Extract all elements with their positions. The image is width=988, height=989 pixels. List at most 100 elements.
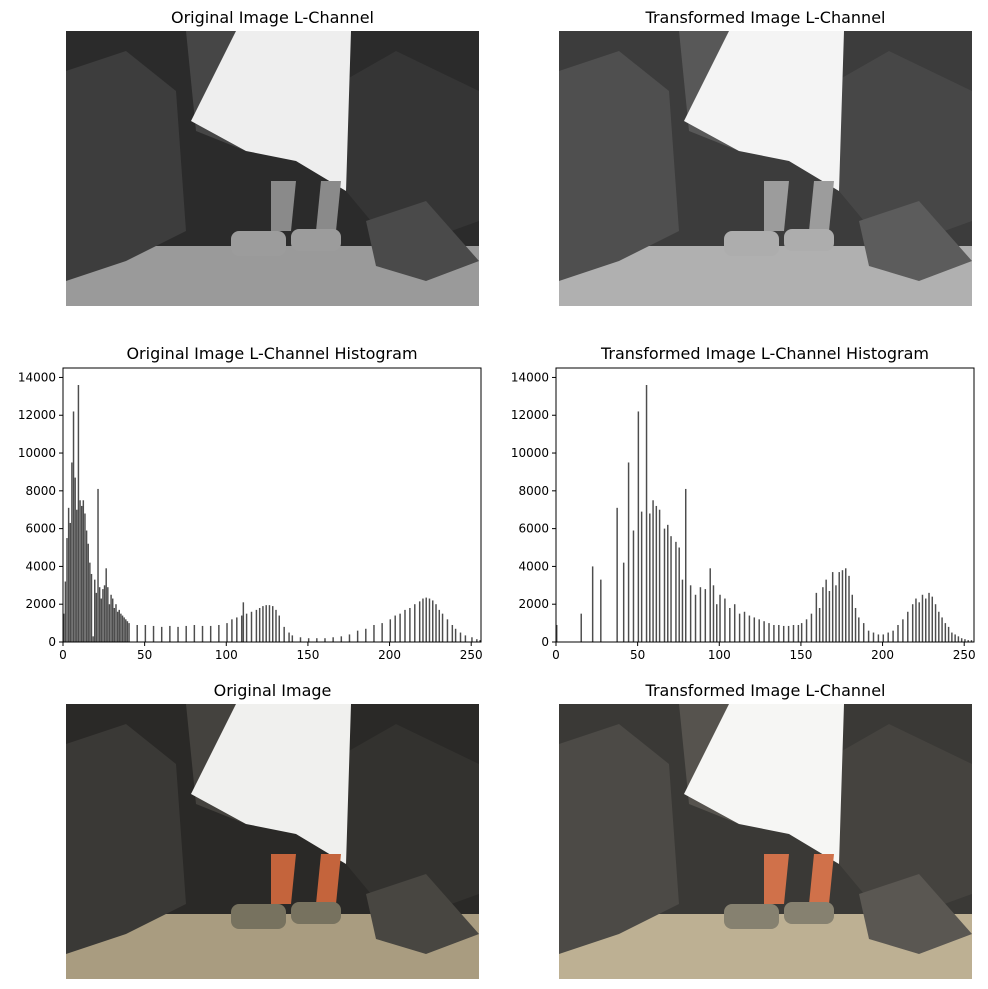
original-histogram-bar [92, 636, 94, 642]
original-histogram-bar [102, 589, 104, 642]
transformed-histogram-bar [862, 623, 865, 642]
transformed-histogram-bar [928, 592, 930, 642]
original-l-channel-image [66, 31, 479, 306]
original-histogram-bar [316, 638, 318, 642]
transformed-histogram-bar [951, 632, 953, 642]
transformed-x-tick-label: 200 [871, 648, 894, 662]
original-y-tick-label: 2000 [25, 597, 56, 611]
transformed-histogram-bar [787, 625, 790, 642]
original-histogram-bar [105, 568, 107, 642]
original-y-tick-label: 12000 [18, 408, 56, 422]
original-histogram-bar [67, 507, 70, 642]
transformed-histogram-bar [822, 587, 824, 642]
original-histogram-bar [471, 637, 473, 642]
original-histogram-bar [404, 609, 406, 642]
transformed-histogram-bar [758, 619, 760, 642]
original-histogram-bar [77, 385, 80, 642]
transformed-histogram-bar [768, 623, 770, 642]
transformed-histogram-bar [882, 634, 885, 642]
original-histogram-bar [476, 639, 478, 642]
original-histogram-bar [422, 598, 424, 642]
transformed-histogram-bar [724, 598, 726, 642]
original-histogram-bar [299, 637, 302, 642]
transformed-histogram-bar [887, 632, 889, 642]
transformed-histogram-bar [941, 617, 943, 642]
original-histogram-bar [218, 624, 220, 642]
original-histogram-bar [107, 587, 109, 642]
original-histogram-bar [63, 613, 65, 642]
transformed-y-tick-label: 12000 [511, 408, 549, 422]
original-histogram-bar [324, 638, 326, 642]
original-histogram-bar [121, 615, 124, 642]
transformed-histogram-bar [667, 524, 669, 642]
transformed-histogram-bar [848, 575, 850, 642]
original-histogram-bar [250, 611, 253, 642]
transformed-histogram-bar [591, 566, 594, 642]
original-histogram-bar [356, 630, 359, 642]
original-histogram-bar [209, 625, 212, 642]
transformed-histogram-bar [921, 594, 924, 642]
original-histogram-bar [100, 598, 103, 642]
transformed-histogram-bar [652, 500, 654, 642]
transformed-histogram-bar [699, 587, 702, 642]
transformed-histogram-bar [805, 619, 808, 642]
transformed-l-channel-image [559, 31, 972, 306]
original-histogram-bar [144, 624, 147, 642]
original-histogram-bar [399, 613, 401, 642]
original-y-tick-label: 10000 [18, 446, 56, 460]
original-histogram-bar [332, 637, 334, 642]
transformed-histogram-bar [877, 634, 880, 642]
transformed-histogram-bar [947, 626, 950, 642]
transformed-histogram-bar [907, 611, 909, 642]
transformed-histogram-bar [851, 594, 854, 642]
original-histogram-bar [459, 632, 462, 642]
transformed-histogram-bar [773, 624, 775, 642]
transformed-histogram-bar [782, 625, 785, 642]
original-histogram-bar [74, 477, 76, 642]
original-histogram-bar [76, 509, 78, 642]
original-histogram-bar [464, 635, 467, 642]
original-y-tick-label: 14000 [18, 370, 56, 384]
bottom-left-title: Original Image [213, 681, 332, 700]
original-histogram-bar [236, 617, 238, 642]
transformed-histogram-bar [810, 613, 813, 642]
original-x-tick-label: 100 [215, 648, 238, 662]
transformed-histogram-bar [681, 579, 684, 642]
transformed-histogram-bar [649, 513, 651, 642]
transformed-histogram-bar [658, 509, 661, 642]
original-histogram-bar [66, 538, 68, 642]
original-histogram-bar [69, 522, 72, 642]
original-histogram-bar [446, 619, 449, 642]
transformed-histogram-frame [555, 367, 975, 643]
transformed-histogram-bar [970, 640, 973, 642]
transformed-histogram-bar [858, 617, 860, 642]
original-histogram-bar [84, 513, 86, 642]
original-histogram-bar [193, 624, 196, 642]
original-histogram-bar [479, 640, 481, 642]
transformed-histogram-bar [689, 585, 692, 642]
original-histogram-bar [242, 602, 245, 642]
original-histogram-bar [116, 611, 119, 642]
original-histogram-bar [278, 615, 281, 642]
original-histogram-bar [98, 587, 101, 642]
original-histogram-bar [118, 609, 120, 642]
original-histogram-bar [94, 579, 96, 642]
transformed-histogram-bar [637, 411, 640, 642]
original-histogram-bar [414, 604, 416, 642]
transformed-histogram-bar [663, 528, 666, 642]
original-histogram-bar [201, 625, 204, 642]
original-histogram-bar [82, 500, 85, 642]
transformed-x-tick-label: 0 [552, 648, 560, 662]
transformed-histogram-bar [957, 636, 960, 642]
original-histogram-bar [409, 607, 411, 642]
original-histogram-bar [126, 621, 129, 642]
transformed-x-tick-label: 150 [789, 648, 812, 662]
transformed-histogram-bar [967, 640, 969, 642]
original-histogram-bar [185, 625, 187, 642]
transformed-histogram-bar [897, 624, 899, 642]
original-histogram-bar [454, 628, 457, 642]
original-histogram-bar [103, 585, 106, 642]
original-histogram-bar [265, 605, 267, 642]
transformed-histogram-bar [704, 589, 707, 642]
original-histogram-bar [64, 581, 67, 642]
